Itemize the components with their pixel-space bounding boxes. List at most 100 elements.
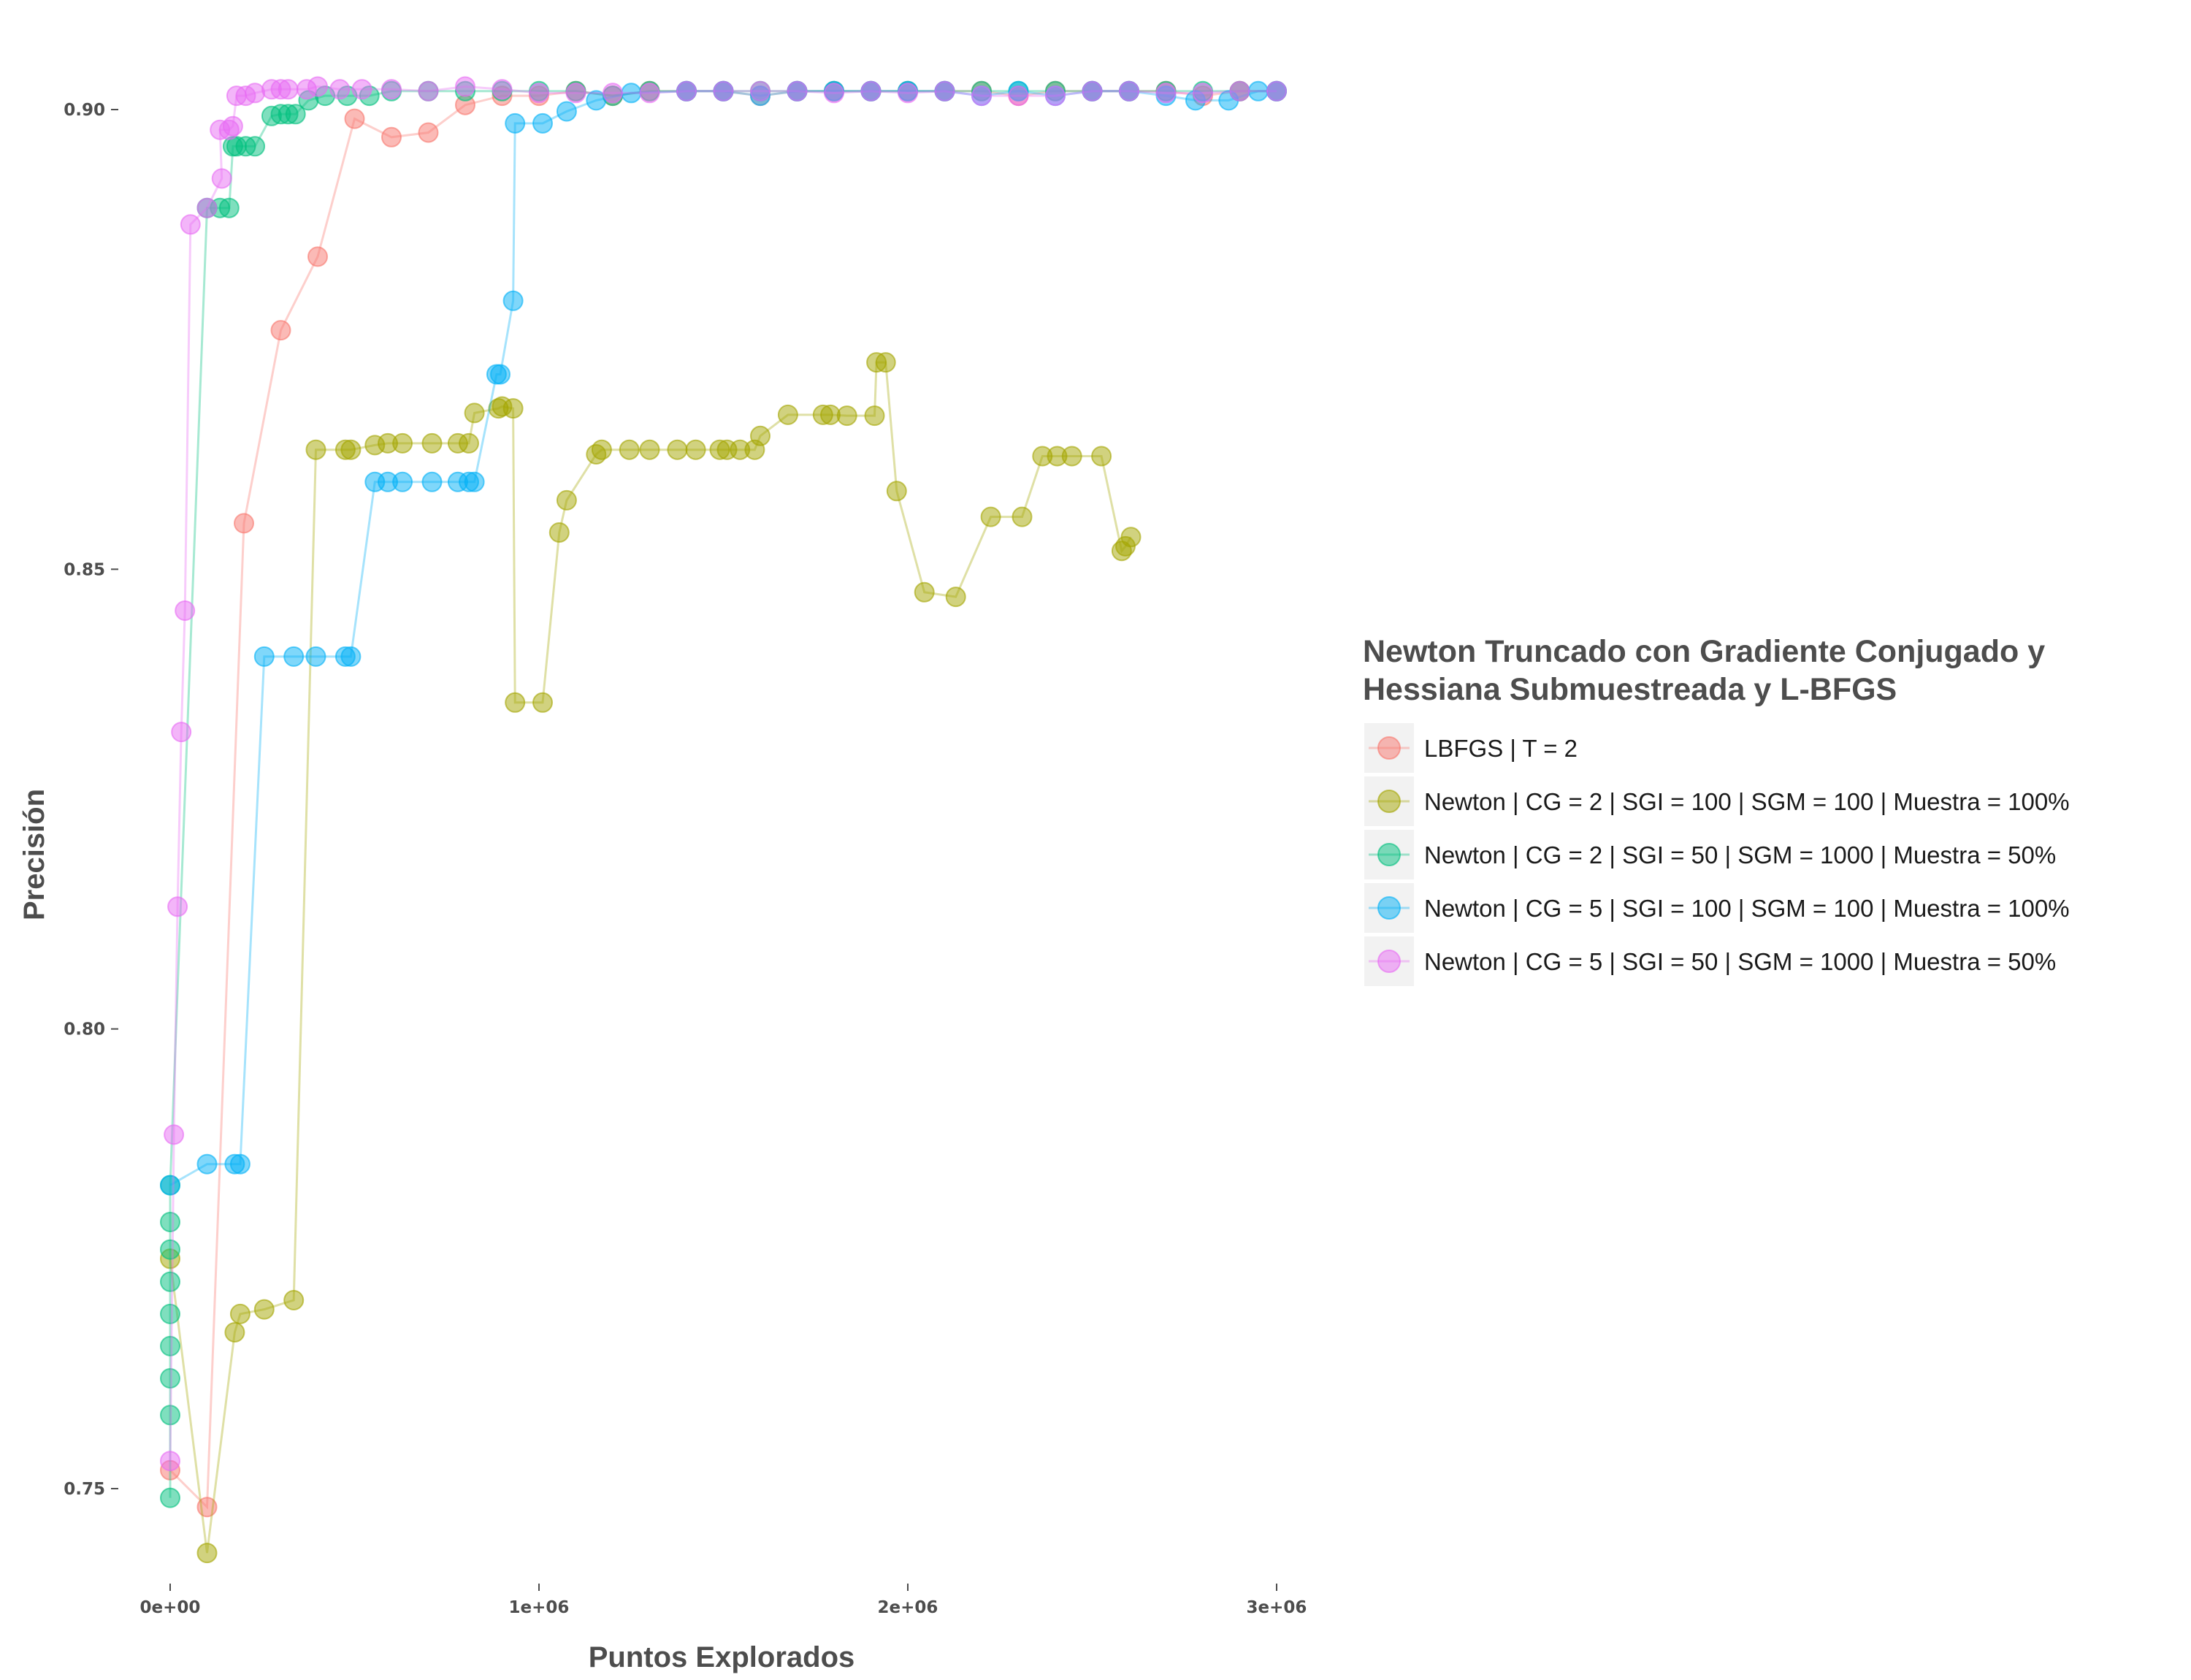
data-point — [218, 197, 240, 218]
data-point — [836, 405, 857, 427]
data-point — [160, 1212, 180, 1232]
data-point — [270, 320, 291, 341]
data-point — [548, 522, 570, 543]
y-axis-title: Precisión — [18, 789, 50, 920]
legend-items: LBFGS | T = 2 Newton | CG = 2 | SGI = 100… — [1364, 723, 2070, 986]
data-point — [196, 1153, 218, 1175]
data-point — [787, 80, 808, 102]
data-point — [392, 471, 413, 492]
data-point — [505, 112, 526, 134]
y-tick-label: 0.80 — [64, 1020, 105, 1039]
data-point — [1155, 83, 1177, 104]
data-point — [556, 101, 577, 122]
data-point — [278, 79, 299, 100]
data-point — [1193, 83, 1213, 104]
data-point — [591, 439, 612, 460]
data-point — [381, 126, 402, 148]
legend-key-point — [1377, 896, 1401, 920]
data-point — [160, 1303, 180, 1324]
data-point — [565, 83, 586, 104]
legend-item: Newton | CG = 5 | SGI = 100 | SGM = 100 … — [1364, 883, 2070, 933]
data-point — [502, 398, 524, 419]
data-point — [175, 600, 196, 621]
data-point — [253, 1299, 275, 1320]
data-point — [1120, 527, 1142, 548]
data-point — [229, 1303, 251, 1324]
data-point — [505, 692, 526, 713]
y-tick-label: 0.75 — [64, 1480, 105, 1499]
legend-item: Newton | CG = 5 | SGI = 50 | SGM = 1000 … — [1364, 936, 2056, 986]
series-line — [169, 90, 1277, 1186]
data-point — [180, 214, 201, 235]
data-point — [750, 80, 771, 102]
data-point — [222, 115, 243, 137]
series-line — [169, 90, 1277, 1498]
data-point — [351, 79, 372, 100]
legend-label: Newton | CG = 2 | SGI = 50 | SGM = 1000 … — [1424, 841, 2056, 868]
data-point — [305, 646, 326, 667]
series-line — [169, 361, 1132, 1554]
series-2 — [160, 352, 1142, 1564]
data-point — [283, 1290, 305, 1310]
data-point — [492, 79, 513, 100]
data-point — [418, 122, 439, 143]
data-point — [245, 83, 266, 104]
data-point — [459, 432, 479, 454]
data-point — [464, 402, 485, 424]
data-point — [160, 1405, 180, 1426]
data-point — [229, 1153, 251, 1175]
y-tick-label: 0.85 — [64, 560, 105, 579]
data-point — [160, 1335, 180, 1356]
series-5 — [160, 76, 1287, 1472]
data-point — [532, 112, 553, 134]
legend-item: Newton | CG = 2 | SGI = 50 | SGM = 1000 … — [1364, 830, 2056, 879]
data-point — [1119, 80, 1139, 102]
data-point — [1061, 446, 1082, 467]
data-point — [160, 1451, 180, 1472]
data-point — [283, 646, 305, 667]
data-point — [1008, 85, 1029, 107]
data-point — [160, 1175, 180, 1196]
data-point — [667, 439, 688, 460]
data-point — [160, 1487, 180, 1508]
data-point — [329, 79, 351, 100]
data-point — [945, 587, 966, 608]
data-point — [971, 85, 992, 107]
data-point — [1082, 80, 1103, 102]
legend-key-point — [1377, 790, 1401, 813]
data-point — [502, 290, 524, 311]
y-tick-label: 0.90 — [64, 101, 105, 120]
series-line — [169, 90, 1277, 1510]
data-point — [619, 439, 640, 460]
data-point — [285, 104, 306, 125]
data-point — [556, 489, 577, 511]
data-point — [586, 90, 607, 111]
data-point — [234, 513, 254, 534]
data-point — [1091, 446, 1112, 467]
data-point — [934, 80, 955, 102]
data-point — [713, 80, 734, 102]
data-point — [392, 432, 413, 454]
data-point — [381, 79, 402, 100]
legend-title-line-2: Hessiana Submuestreada y L-BFGS — [1363, 672, 1897, 707]
data-point — [639, 83, 660, 104]
data-point — [914, 581, 935, 603]
data-point — [824, 83, 844, 104]
legend-key-point — [1377, 736, 1401, 760]
legend: Newton Truncado con Gradiente Conjugado … — [1363, 634, 2070, 986]
data-point — [224, 1322, 245, 1343]
data-point — [340, 439, 362, 460]
data-point — [639, 439, 660, 460]
data-point — [685, 439, 706, 460]
data-point — [167, 896, 188, 917]
legend-item: Newton | CG = 2 | SGI = 100 | SGM = 100 … — [1364, 776, 2070, 826]
data-point — [196, 1543, 218, 1564]
x-axis-title: Puntos Explorados — [589, 1641, 855, 1673]
data-point — [245, 136, 266, 157]
data-point — [860, 80, 882, 102]
data-point — [532, 692, 553, 713]
legend-label: Newton | CG = 5 | SGI = 50 | SGM = 1000 … — [1424, 948, 2056, 975]
data-point — [1266, 80, 1287, 102]
x-tick-label: 2e+06 — [878, 1598, 938, 1617]
